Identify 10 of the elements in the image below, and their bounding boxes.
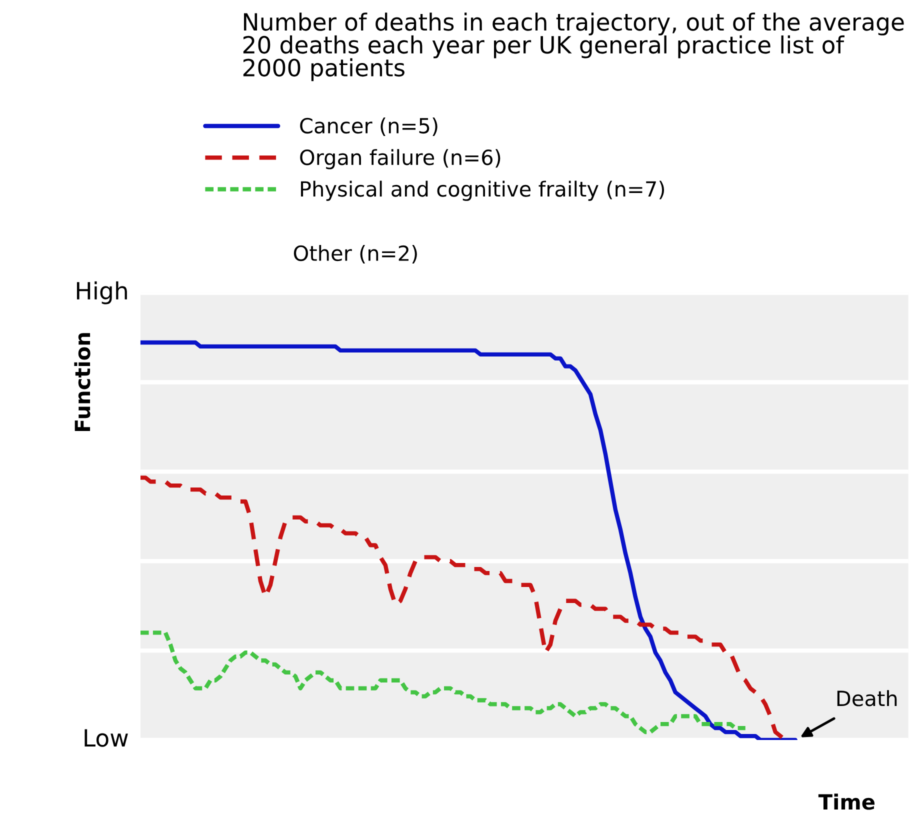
x-axis-title: Time <box>818 794 875 810</box>
text: Other (n=2) <box>294 244 417 264</box>
text: High <box>76 281 127 304</box>
text: Death <box>837 690 897 706</box>
legend-label: Cancer (n=5) <box>300 117 438 136</box>
legend-label: Physical and cognitive frailty (n=7) <box>300 180 664 201</box>
y-axis-title: Function <box>74 333 90 432</box>
legend-label: Organ failure (n=6) <box>300 149 500 170</box>
text: Low <box>84 729 128 747</box>
chart-title: Number of deaths in each trajectory, out of the average 20 deaths each year per UK general practice list of 2000 patients <box>243 12 904 82</box>
